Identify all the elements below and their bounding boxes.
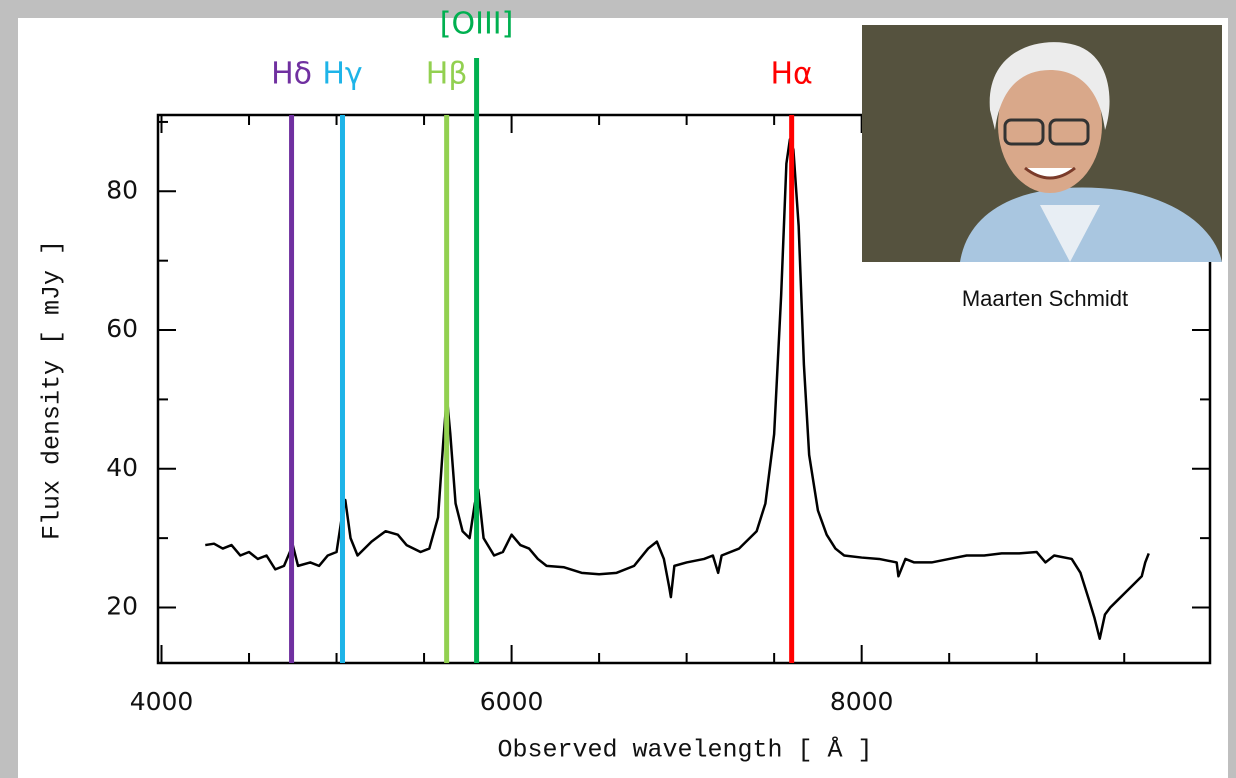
emission-label: Hδ xyxy=(271,57,312,92)
emission-label: Hα xyxy=(770,57,812,92)
emission-label: Hγ xyxy=(322,57,362,92)
y-axis-label: Flux density [ mJy ] xyxy=(38,240,67,540)
y-tick-label: 60 xyxy=(106,314,138,343)
x-tick-label: 6000 xyxy=(480,687,544,716)
x-axis-label: Observed wavelength [ Å ] xyxy=(497,735,872,765)
y-tick-label: 20 xyxy=(106,592,138,621)
emission-label: [OIII] xyxy=(440,7,514,42)
x-tick-label: 4000 xyxy=(130,687,194,716)
y-tick-label: 40 xyxy=(106,453,138,482)
photo xyxy=(862,25,1222,262)
y-tick-label: 80 xyxy=(106,175,138,204)
photo-caption: Maarten Schmidt xyxy=(962,286,1128,311)
x-tick-label: 8000 xyxy=(830,687,894,716)
plot-frame xyxy=(156,113,1212,665)
emission-label: Hβ xyxy=(426,57,468,92)
